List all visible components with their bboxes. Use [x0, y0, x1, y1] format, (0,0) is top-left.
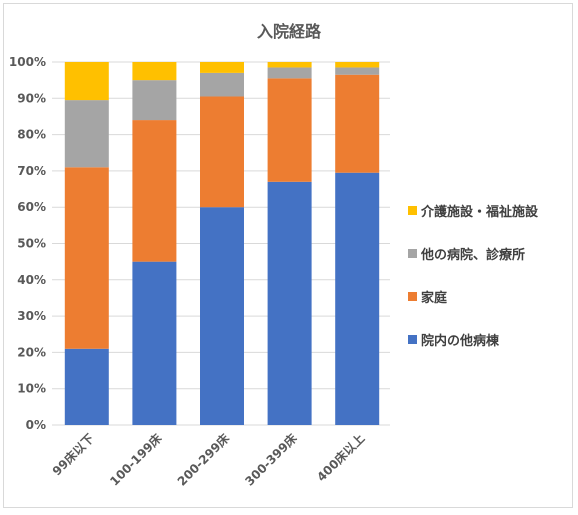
legend-swatch	[408, 206, 417, 215]
bar-segment	[64, 62, 109, 101]
legend-swatch	[408, 335, 417, 344]
y-tick-label: 80%	[17, 128, 46, 142]
legend-label: 院内の他病棟	[421, 333, 500, 349]
bar-segment	[64, 100, 109, 168]
bar-segment	[132, 62, 177, 81]
y-tick-label: 20%	[17, 345, 46, 359]
x-tick-label: 300-399床	[242, 430, 301, 489]
x-tick-label: 400床以上	[314, 431, 368, 485]
y-tick-label: 30%	[17, 309, 46, 323]
bar-segment	[64, 348, 109, 425]
bar-segment	[64, 167, 109, 349]
legend-swatch	[408, 292, 417, 301]
chart-title: 入院経路	[256, 22, 321, 41]
bar-segment	[335, 62, 380, 68]
y-tick-label: 10%	[17, 382, 46, 396]
bar-segment	[200, 62, 244, 73]
x-tick-label: 100-199床	[106, 430, 165, 489]
y-tick-label: 0%	[26, 418, 46, 432]
legend-swatch	[408, 249, 417, 258]
y-tick-label: 60%	[17, 200, 46, 214]
y-axis: 0% 10% 20% 30% 40% 50% 60% 70% 80% 90% 100%	[9, 55, 46, 432]
y-tick-label: 90%	[17, 91, 46, 105]
y-tick-label: 100%	[9, 55, 46, 69]
y-tick-label: 70%	[17, 164, 46, 178]
legend-label: 他の病院、診療所	[420, 247, 525, 263]
x-axis: 99床以下 100-199床 200-299床 300-399床 400床以上	[49, 430, 367, 489]
x-tick-label: 200-299床	[174, 430, 233, 489]
bar-segment	[335, 67, 380, 75]
bar-segment	[267, 67, 312, 79]
bar-segment	[200, 207, 244, 425]
bar-segment	[335, 172, 380, 425]
bar-segment	[267, 78, 312, 182]
bar-segment	[200, 96, 244, 208]
x-tick-label: 99床以下	[49, 431, 97, 479]
bar-segment	[200, 72, 244, 97]
bar-segment	[335, 74, 380, 173]
bar-segment	[132, 80, 177, 121]
bar-segment	[267, 181, 312, 425]
y-tick-label: 50%	[17, 237, 46, 251]
legend-label: 家庭	[421, 290, 448, 306]
bar-segment	[132, 120, 177, 262]
y-tick-label: 40%	[17, 273, 46, 287]
bars	[64, 62, 380, 425]
bar-segment	[267, 62, 312, 68]
legend-label: 介護施設・福祉施設	[420, 204, 539, 220]
bar-segment	[132, 261, 177, 425]
